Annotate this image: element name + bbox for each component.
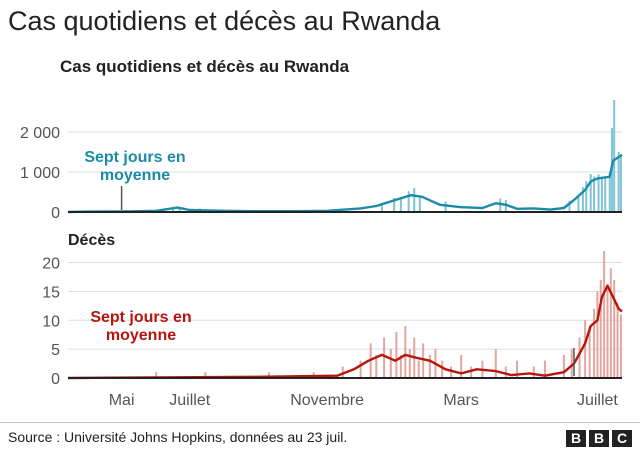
daily-bar [588, 326, 591, 378]
axes [68, 186, 622, 379]
daily-bar [562, 354, 565, 378]
bbc-logo: B B C [566, 430, 632, 447]
daily-bar [178, 207, 181, 212]
daily-bar [395, 331, 398, 378]
cases-bars [154, 100, 622, 212]
daily-bar [418, 197, 421, 212]
daily-bar [606, 285, 609, 378]
x-tick-label: Juillet [577, 392, 618, 409]
daily-bar [603, 251, 606, 378]
y-tick-label: 2 000 [20, 125, 60, 142]
daily-bar [417, 360, 420, 378]
daily-bar [608, 172, 611, 212]
page-title: Cas quotidiens et décès au Rwanda [8, 6, 441, 36]
daily-bar [585, 181, 588, 212]
chart-text: Cas quotidiens et décès au Rwanda 0 1 000 2… [20, 57, 618, 409]
daily-bar [504, 366, 507, 378]
daily-bar [444, 201, 447, 212]
daily-bar [460, 354, 463, 378]
chart-area: Cas quotidiens et décès au Rwanda 0 1 000 2… [20, 57, 623, 409]
daily-bar [532, 366, 535, 378]
x-tick-label: Juillet [169, 392, 210, 409]
y-tick-label: 15 [42, 284, 60, 301]
daily-bar [383, 337, 386, 378]
daily-bar [422, 343, 425, 378]
daily-bar [389, 349, 392, 378]
footer-divider [0, 422, 640, 423]
daily-bar [399, 196, 402, 212]
daily-bar [399, 354, 402, 378]
daily-bar [171, 209, 174, 212]
daily-bar [609, 268, 612, 378]
daily-bar [578, 337, 581, 378]
daily-bar [597, 174, 600, 212]
cases-average-line [67, 153, 623, 214]
daily-bar [404, 326, 407, 378]
daily-bar [470, 366, 473, 378]
daily-bar [441, 360, 444, 378]
annotation-text: Sept jours en [90, 309, 191, 326]
daily-bar [593, 308, 596, 378]
daily-bar [617, 152, 620, 212]
daily-bar [499, 198, 502, 212]
daily-bar [596, 291, 599, 378]
daily-bar [494, 349, 497, 378]
daily-bar [393, 198, 396, 212]
y-tick-label: 20 [42, 256, 60, 273]
daily-bar [619, 155, 622, 212]
daily-bar [604, 176, 607, 212]
daily-bar [589, 174, 592, 212]
y-tick-label: 10 [42, 313, 60, 330]
daily-bar [413, 188, 416, 212]
daily-bar [593, 176, 596, 212]
daily-bar [341, 366, 344, 378]
daily-bar [584, 320, 587, 378]
daily-bar [268, 372, 271, 378]
daily-bar [450, 366, 453, 378]
x-tick-label: Novembre [290, 392, 364, 409]
deaths-average-line [67, 284, 623, 380]
annotation-text: moyenne [106, 327, 176, 344]
daily-bar [600, 178, 603, 212]
series-lines [67, 153, 623, 380]
annotation-text: moyenne [100, 167, 170, 184]
y-tick-label: 0 [51, 371, 60, 388]
gridlines [68, 131, 622, 350]
y-tick-label: 0 [51, 205, 60, 222]
daily-bar [568, 200, 571, 212]
daily-bar [613, 279, 616, 378]
daily-bar [570, 349, 573, 378]
annotation-text: Sept jours en [84, 149, 185, 166]
source-note: Source : Université Johns Hopkins, donné… [8, 429, 348, 445]
daily-bar [543, 360, 546, 378]
y-tick-label: 5 [51, 342, 60, 359]
deaths-panel-title: Décès [68, 232, 115, 249]
daily-bar [408, 349, 411, 378]
chart-title: Cas quotidiens et décès au Rwanda [60, 57, 350, 76]
daily-bar [375, 354, 378, 378]
daily-bar [204, 372, 207, 378]
daily-bar [581, 187, 584, 212]
daily-bar [599, 279, 602, 378]
bbc-logo-letter: B [566, 430, 586, 447]
daily-bar [619, 314, 622, 378]
daily-bar [380, 202, 383, 212]
bbc-logo-letter: B [589, 430, 609, 447]
daily-bar [407, 191, 410, 212]
bbc-logo-letter: C [612, 430, 632, 447]
x-tick-label: Mai [109, 392, 135, 409]
deaths-bars [155, 251, 622, 378]
y-tick-label: 1 000 [20, 165, 60, 182]
daily-bar [613, 100, 616, 212]
daily-bar [616, 302, 619, 378]
daily-bar [359, 360, 362, 378]
daily-bar [428, 354, 431, 378]
daily-bar [155, 372, 158, 378]
daily-bar [577, 196, 580, 212]
daily-bar [516, 360, 519, 378]
x-tick-label: Mars [443, 392, 479, 409]
